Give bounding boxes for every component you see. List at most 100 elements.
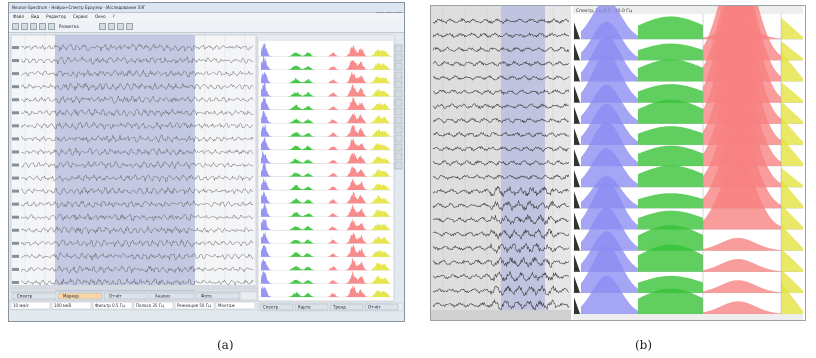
spectrum-tab-label: Карта: [298, 305, 311, 310]
status-field[interactable]: [51, 301, 92, 310]
spectrum-tab[interactable]: [294, 303, 329, 311]
channel-label: [12, 98, 19, 102]
theta-band-spectrum: [288, 211, 316, 217]
channel-marker: [574, 64, 580, 82]
status-field[interactable]: [92, 301, 133, 310]
theta-band-spectrum: [638, 288, 703, 314]
status-field[interactable]: [133, 301, 174, 310]
theta-band-spectrum: [288, 52, 316, 57]
alpha-band-spectrum: [316, 97, 368, 110]
side-tool-button[interactable]: [394, 161, 403, 170]
alpha-band-spectrum: [316, 177, 368, 191]
side-tool-button[interactable]: [394, 107, 403, 116]
side-tool-button[interactable]: [394, 71, 403, 80]
side-tool-button[interactable]: [394, 143, 403, 152]
side-tool-button[interactable]: [394, 62, 403, 71]
beta-band-spectrum: [781, 17, 803, 40]
alpha-band-spectrum: [316, 231, 368, 244]
status-field[interactable]: [174, 301, 215, 310]
eeg-trace: [20, 225, 254, 235]
menu-item[interactable]: Файл: [13, 14, 25, 19]
delta-band-spectrum: [261, 270, 288, 284]
zoom-icon[interactable]: [48, 23, 55, 30]
side-tool-button[interactable]: [394, 125, 403, 134]
theta-band-spectrum: [288, 131, 316, 137]
side-tool-button[interactable]: [394, 89, 403, 98]
signal-tab[interactable]: [149, 292, 195, 300]
eeg-trace: [20, 199, 254, 209]
spectrum-tab[interactable]: [364, 303, 399, 311]
signal-tab-label: Анализ: [155, 294, 170, 299]
marker-icon[interactable]: [99, 23, 106, 30]
side-tool-button[interactable]: [394, 98, 403, 107]
menu-item[interactable]: Редактор: [46, 14, 66, 19]
save-icon[interactable]: [21, 23, 28, 30]
theta-band-spectrum: [288, 118, 316, 124]
eeg-trace: [433, 185, 569, 198]
channel-label: [12, 202, 19, 206]
delta-band-spectrum: [261, 96, 288, 110]
theta-band-spectrum: [288, 279, 316, 284]
spectrum-header: [258, 35, 394, 41]
menu-item[interactable]: Сервис: [73, 14, 88, 19]
filter-icon[interactable]: [108, 23, 115, 30]
beta-band-spectrum: [368, 222, 390, 231]
eeg-trace: [20, 108, 254, 117]
beta-band-spectrum: [368, 143, 390, 150]
side-tool-button[interactable]: [394, 44, 403, 53]
channel-label: [12, 85, 19, 89]
beta-band-spectrum: [368, 290, 390, 297]
signal-tab[interactable]: [57, 292, 103, 300]
signal-tab[interactable]: [195, 292, 241, 300]
eeg-trace: [20, 239, 254, 248]
alpha-band-spectrum: [703, 259, 781, 272]
spectrum-tab[interactable]: [259, 303, 294, 311]
eeg-trace: [432, 60, 569, 67]
channel-marker: [574, 212, 580, 230]
delta-band-spectrum: [581, 181, 638, 230]
menu-item[interactable]: Вид: [31, 14, 40, 19]
delta-band-spectrum: [261, 190, 288, 204]
theta-band-spectrum: [288, 184, 316, 191]
channel-marker: [574, 191, 580, 209]
theta-band-spectrum: [638, 225, 703, 251]
delta-band-spectrum: [261, 285, 288, 297]
menu-item[interactable]: ?: [112, 14, 115, 19]
theta-band-spectrum: [638, 84, 703, 103]
delta-band-spectrum: [581, 54, 638, 103]
side-tool-button[interactable]: [394, 152, 403, 161]
alpha-band-spectrum: [316, 257, 368, 271]
status-field[interactable]: [10, 301, 51, 310]
signal-tab[interactable]: [103, 292, 149, 300]
spectrum-tab-label: Спектр: [263, 305, 279, 310]
beta-band-spectrum: [781, 204, 803, 230]
alpha-band-spectrum: [316, 204, 368, 217]
print-icon[interactable]: [30, 23, 37, 30]
beta-band-spectrum: [368, 88, 390, 97]
status-field[interactable]: [215, 301, 256, 310]
theta-band-spectrum: [288, 198, 316, 204]
channel-marker: [574, 275, 580, 293]
alpha-band-spectrum: [316, 244, 368, 257]
alpha-band-spectrum: [316, 152, 368, 164]
spectrum-tab[interactable]: [329, 303, 364, 311]
channel-marker: [574, 85, 580, 103]
side-tool-button[interactable]: [394, 134, 403, 143]
side-tool-button[interactable]: [394, 80, 403, 89]
beta-band-spectrum: [781, 136, 803, 166]
side-tool-button[interactable]: [394, 116, 403, 125]
settings-icon[interactable]: [126, 23, 133, 30]
theta-band-spectrum: [638, 210, 703, 230]
channel-label: [12, 241, 19, 245]
alpha-band-spectrum: [316, 270, 368, 284]
theta-band-spectrum: [638, 244, 703, 272]
side-tool-button[interactable]: [394, 53, 403, 62]
status-field-text: Фильтр 0.5 Гц: [95, 303, 125, 308]
signal-tab[interactable]: [11, 292, 57, 300]
montage-icon[interactable]: [117, 23, 124, 30]
delta-band-spectrum: [261, 55, 288, 70]
menu-item[interactable]: Окно: [94, 14, 106, 19]
alpha-band-spectrum: [316, 45, 368, 57]
open-icon[interactable]: [12, 23, 19, 30]
undo-icon[interactable]: [39, 23, 46, 30]
